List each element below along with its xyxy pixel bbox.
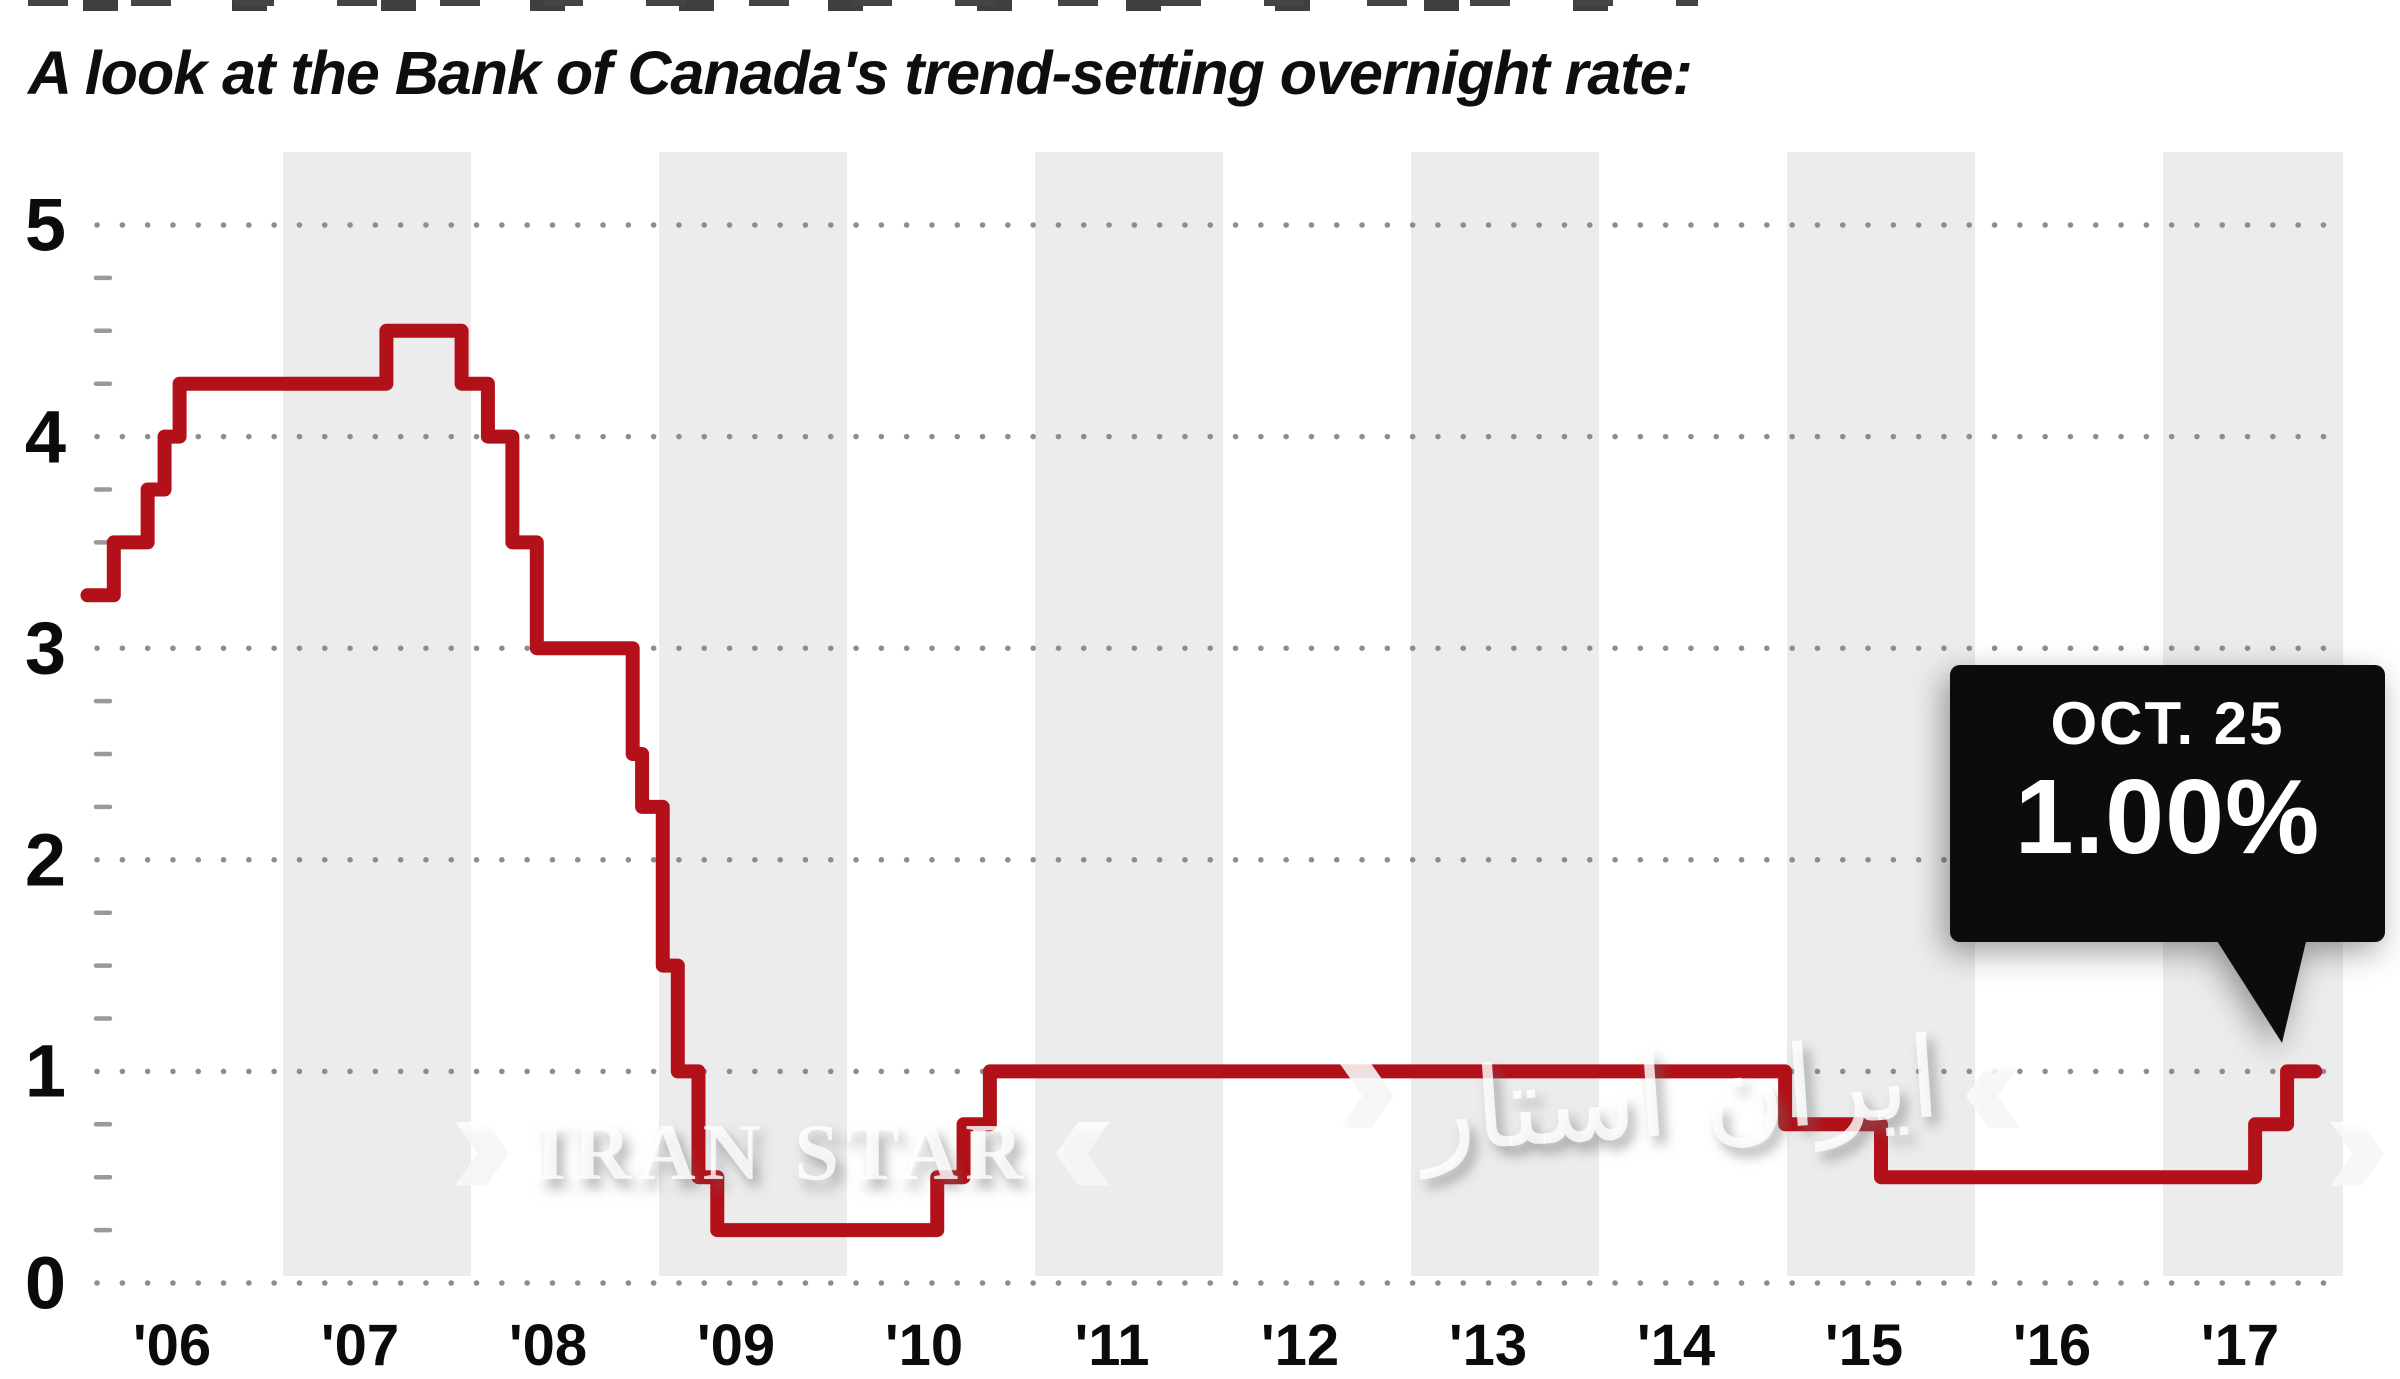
x-tick-label-08: '08 <box>508 1313 588 1378</box>
x-tick-label-07: '07 <box>320 1313 400 1378</box>
rate-chart <box>80 152 2343 1286</box>
y-tick-label-1: 1 <box>24 1029 66 1113</box>
x-tick-label-12: '12 <box>1260 1313 1340 1378</box>
x-tick-label-06: '06 <box>132 1313 212 1378</box>
x-tick-label-17: '17 <box>2200 1313 2280 1378</box>
year-band-2011 <box>1035 152 1223 1276</box>
year-band-2009 <box>659 152 847 1276</box>
x-tick-label-10: '10 <box>884 1313 964 1378</box>
y-tick-label-4: 4 <box>24 395 66 479</box>
chart-title: A look at the Bank of Canada's trend-set… <box>28 39 1693 107</box>
x-tick-label-16: '16 <box>2012 1313 2092 1378</box>
year-band-2007 <box>283 152 471 1276</box>
year-band-2013 <box>1411 152 1599 1276</box>
overnight-rate-line <box>80 323 2323 1238</box>
y-tick-label-5: 5 <box>24 183 66 267</box>
callout-rate: 1.00% <box>2014 758 2321 876</box>
x-tick-label-09: '09 <box>696 1313 776 1378</box>
callout-date: OCT. 25 <box>2050 690 2285 757</box>
cropped-text-fragments <box>28 0 1698 11</box>
year-band-2015 <box>1787 152 1975 1276</box>
x-tick-label-15: '15 <box>1824 1313 1904 1378</box>
y-tick-label-0: 0 <box>24 1241 66 1325</box>
x-tick-label-11: '11 <box>1074 1313 1150 1378</box>
x-tick-label-14: '14 <box>1636 1313 1716 1378</box>
y-tick-label-2: 2 <box>24 818 66 902</box>
infographic-canvas: A look at the Bank of Canada's trend-set… <box>24 0 2385 1378</box>
x-tick-label-13: '13 <box>1448 1313 1528 1378</box>
y-axis-minor-ticks <box>93 275 113 1233</box>
y-tick-label-3: 3 <box>24 606 66 690</box>
rate-callout-bubble: OCT. 25 1.00% <box>1950 665 2385 1043</box>
year-shading-bands <box>283 152 2343 1276</box>
